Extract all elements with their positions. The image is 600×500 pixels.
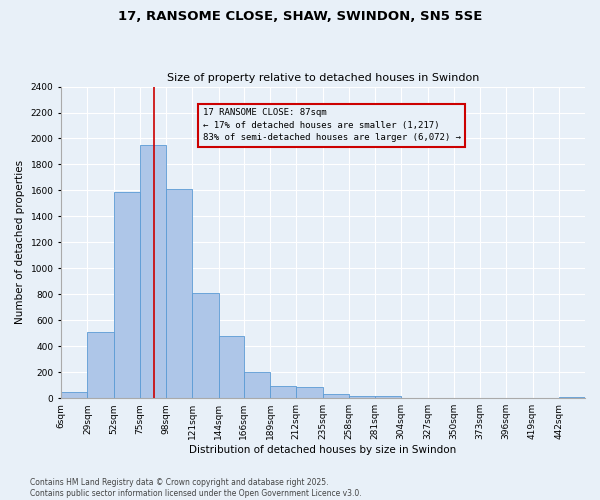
Bar	[559, 397, 585, 398]
Bar	[218, 336, 244, 398]
Bar	[166, 189, 193, 398]
Text: 17 RANSOME CLOSE: 87sqm
← 17% of detached houses are smaller (1,217)
83% of semi: 17 RANSOME CLOSE: 87sqm ← 17% of detache…	[203, 108, 461, 142]
Bar	[244, 372, 270, 398]
Bar	[61, 392, 88, 398]
Bar	[296, 386, 323, 398]
Bar	[349, 396, 375, 398]
Bar	[88, 332, 113, 398]
Title: Size of property relative to detached houses in Swindon: Size of property relative to detached ho…	[167, 73, 479, 83]
Bar	[140, 145, 166, 398]
Text: 17, RANSOME CLOSE, SHAW, SWINDON, SN5 5SE: 17, RANSOME CLOSE, SHAW, SWINDON, SN5 5S…	[118, 10, 482, 23]
Bar	[193, 293, 218, 398]
Y-axis label: Number of detached properties: Number of detached properties	[15, 160, 25, 324]
Bar	[270, 386, 296, 398]
Text: Contains HM Land Registry data © Crown copyright and database right 2025.
Contai: Contains HM Land Registry data © Crown c…	[30, 478, 362, 498]
X-axis label: Distribution of detached houses by size in Swindon: Distribution of detached houses by size …	[190, 445, 457, 455]
Bar	[113, 192, 140, 398]
Bar	[323, 394, 349, 398]
Bar	[375, 396, 401, 398]
